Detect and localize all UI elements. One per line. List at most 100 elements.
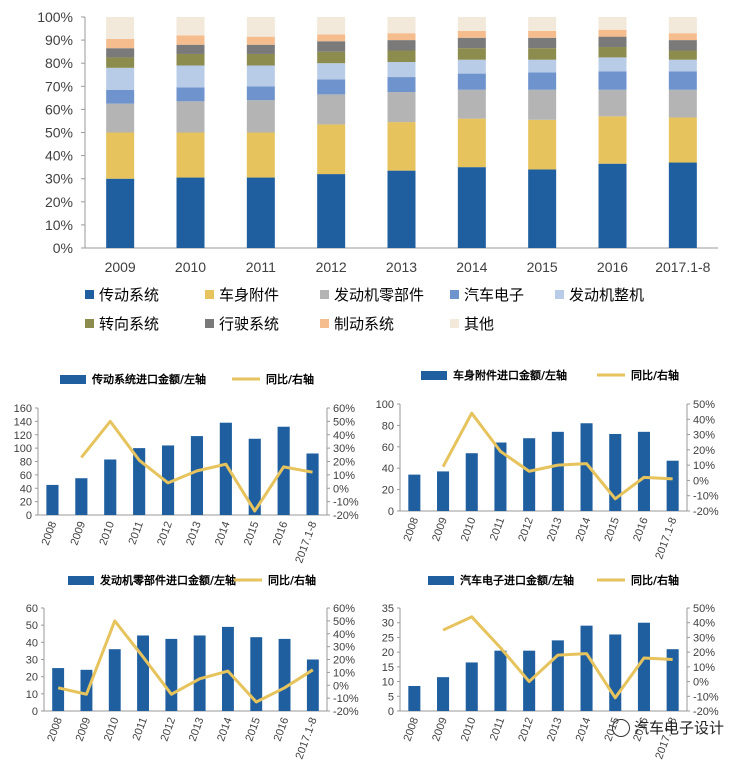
x-tick-label: 2014 [213, 520, 233, 547]
bar [580, 625, 593, 711]
wechat-icon [611, 718, 630, 737]
y-left-tick-label: 0 [388, 506, 394, 518]
x-tick-label: 2008 [402, 516, 422, 543]
y-left-tick-label: 20 [382, 647, 394, 659]
bar-segment [387, 33, 416, 41]
bar-segment [387, 77, 416, 93]
x-tick-label: 2012 [516, 716, 536, 743]
bar-segment [598, 17, 627, 30]
bar-segment [176, 177, 205, 248]
bar [637, 622, 650, 711]
y-tick-label: 10% [45, 217, 73, 233]
bar-segment [106, 57, 135, 68]
x-tick-label: 2008 [40, 520, 60, 547]
x-tick-label: 2009 [74, 716, 94, 743]
bar [437, 677, 450, 711]
y-tick-label: 50% [45, 125, 73, 141]
bar-segment [246, 65, 275, 87]
y-tick-label: 70% [45, 78, 73, 94]
bar-segment [598, 163, 627, 248]
bar-segment [176, 87, 205, 102]
x-tick-label: 2015 [527, 259, 558, 275]
y-left-tick-label: 10 [26, 689, 38, 701]
x-tick-label: 2011 [127, 520, 146, 546]
y-right-tick-label: -10% [693, 491, 719, 503]
y-right-tick-label: 10% [693, 460, 715, 472]
bar [551, 640, 564, 711]
bar [465, 453, 478, 511]
bar-segment [457, 30, 486, 38]
bar-segment [528, 169, 557, 248]
bar-segment [668, 17, 697, 34]
legend-label-line: 同比/右轴 [631, 573, 679, 587]
bar-segment [668, 71, 697, 90]
bar-segment [387, 92, 416, 123]
x-tick-label: 2014 [574, 716, 594, 743]
y-left-tick-label: 100 [376, 399, 394, 411]
legend-label: 发动机零部件 [334, 286, 424, 304]
legend-label: 转向系统 [99, 315, 159, 333]
bar-segment [106, 89, 135, 104]
legend-swatch-bar [60, 375, 86, 384]
bar-segment [246, 86, 275, 101]
bar [75, 478, 88, 515]
bar-segment [176, 35, 205, 45]
y-right-tick-label: -10% [693, 691, 719, 703]
bar-segment [317, 94, 346, 125]
bar-segment [598, 71, 627, 90]
y-left-tick-label: 40 [20, 483, 32, 495]
x-tick-label: 2017.1-8 [655, 259, 710, 275]
y-tick-label: 30% [45, 171, 73, 187]
y-right-tick-label: 30% [693, 430, 715, 442]
bar-segment [317, 174, 346, 248]
legend-label-bar: 车身附件进口金额/左轴 [453, 368, 567, 382]
y-right-tick-label: 20% [333, 655, 355, 667]
bar-segment [176, 17, 205, 36]
x-tick-label: 2010 [97, 520, 117, 547]
x-tick-label: 2016 [271, 520, 291, 547]
bar-segment [317, 51, 346, 64]
combo-chart: 0 20 40 60 80 100 -20% -10% 0% 10% 20% 30% 40% 50% 200… [376, 368, 719, 561]
bar-segment [598, 116, 627, 164]
bar-segment [528, 17, 557, 31]
legend-label-bar: 传动系统进口金额/左轴 [91, 372, 206, 386]
y-right-tick-label: -20% [333, 706, 359, 718]
y-right-tick-label: 10% [333, 667, 355, 679]
bar-segment [176, 53, 205, 66]
legend-label-line: 同比/右轴 [631, 368, 679, 382]
watermark: 汽车电子设计 [611, 717, 724, 738]
bar-segment [106, 38, 135, 49]
y-right-tick-label: -20% [693, 706, 719, 718]
x-tick-label: 2017.1-8 [294, 716, 320, 761]
y-right-tick-label: 30% [333, 642, 355, 654]
bar-segment [528, 37, 557, 49]
bar-segment [317, 34, 346, 42]
x-tick-label: 2009 [430, 716, 450, 743]
legend-label-line: 同比/右轴 [266, 372, 314, 386]
bar-segment [106, 67, 135, 90]
y-right-tick-label: 40% [333, 629, 355, 641]
bar-segment [106, 103, 135, 133]
y-right-tick-label: -10% [333, 693, 359, 705]
y-left-tick-label: 60 [382, 442, 394, 454]
y-left-tick-label: 60 [26, 603, 38, 615]
legend-swatch-bar [421, 371, 447, 380]
bar-segment [176, 65, 205, 88]
bar-segment [457, 37, 486, 49]
legend-swatch [555, 290, 564, 299]
bar-segment [387, 17, 416, 34]
bar-segment [246, 17, 275, 37]
watermark-text: 汽车电子设计 [633, 719, 724, 737]
bar [104, 459, 117, 515]
y-left-tick-label: 20 [26, 672, 38, 684]
x-tick-label: 2015 [242, 520, 262, 547]
legend-label: 发动机整机 [569, 286, 644, 304]
bar-segment [457, 17, 486, 31]
bar-segment [246, 177, 275, 248]
x-tick-label: 2016 [631, 516, 651, 543]
bar [580, 423, 593, 511]
legend-swatch [450, 319, 459, 328]
legend-label-line: 同比/右轴 [268, 573, 316, 587]
y-left-tick-label: 10 [382, 677, 394, 689]
bar-segment [598, 29, 627, 37]
